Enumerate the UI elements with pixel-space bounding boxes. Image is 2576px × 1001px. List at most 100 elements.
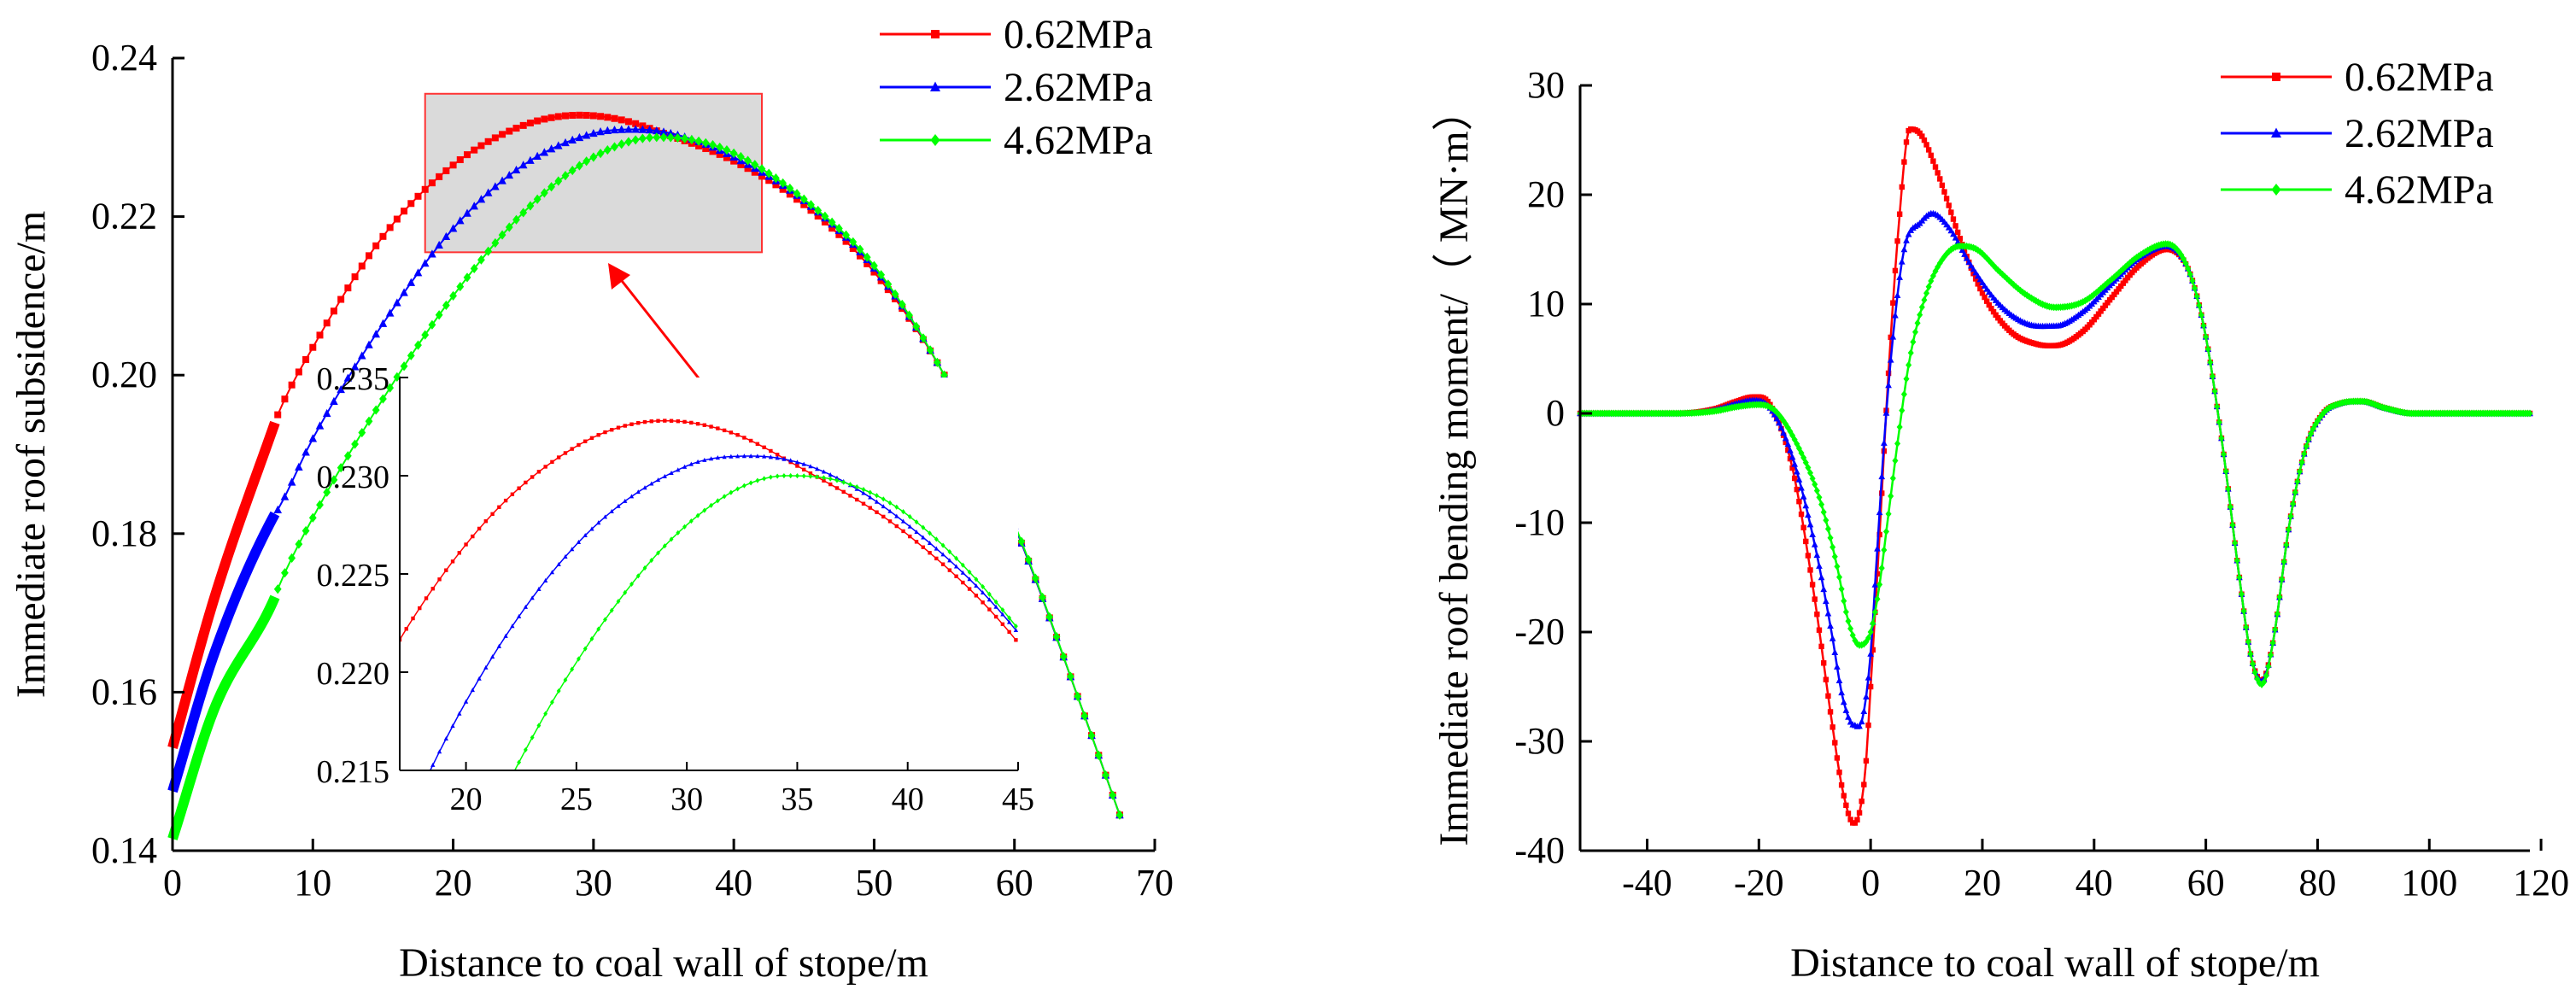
inset-point (629, 494, 635, 499)
inset-point (563, 451, 568, 455)
subsidence-point (624, 137, 633, 147)
left-legend-swatch-marker (930, 134, 940, 146)
inset-point (510, 772, 514, 777)
subsidence-point (449, 290, 457, 301)
bending-series-4.62MPa-marker (2221, 450, 2228, 459)
subsidence-point (295, 539, 303, 549)
left-legend-swatch-marker (931, 30, 940, 38)
subsidence-point (386, 224, 394, 231)
bending-series-4.62MPa-marker (2280, 558, 2287, 566)
subsidence-point (379, 394, 387, 404)
inset-point (907, 524, 912, 529)
inset-point (1007, 615, 1012, 621)
subsidence-point (400, 288, 408, 296)
bending-series-4.62MPa-marker (2087, 294, 2093, 302)
bending-series-2.62MPa-marker (1845, 713, 1852, 720)
bending-series-4.62MPa-marker (2218, 434, 2225, 442)
bending-series-0.62MPa-marker (1896, 211, 1903, 217)
subsidence-point (401, 208, 408, 215)
inset-point (954, 574, 958, 578)
bending-series-0.62MPa-marker (1979, 290, 1986, 296)
bending-series-4.62MPa (1577, 240, 2533, 688)
bending-series-2.62MPa-marker (1800, 493, 1807, 500)
bending-series-4.62MPa-marker (2138, 250, 2145, 259)
subsidence-point (1031, 573, 1039, 583)
subsidence-point (358, 427, 366, 438)
subsidence-point (526, 120, 534, 127)
inset-line (400, 419, 1016, 641)
subsidence-point (350, 362, 360, 371)
right-legend-label: 2.62MPa (2345, 111, 2494, 156)
inset-point (735, 454, 741, 459)
bending-series-4.62MPa-marker (2274, 610, 2280, 618)
inset-point (669, 419, 674, 423)
inset-point (556, 561, 561, 566)
inset-point (583, 532, 588, 538)
bending-series-4.62MPa-marker (2182, 259, 2189, 267)
bending-series-4.62MPa-marker (2167, 240, 2174, 249)
bending-series-0.62MPa-marker (1975, 281, 1981, 287)
inset-point (716, 426, 720, 430)
inset-point (788, 458, 793, 463)
bending-series-4.62MPa-marker (1896, 423, 1903, 431)
subsidence-point (435, 240, 443, 249)
right-legend-item: 0.62MPa (2221, 55, 2494, 100)
right-x-ticks: -40 -20 0 20 40 60 80 100 120 (1622, 839, 2569, 904)
subsidence-point (420, 259, 430, 267)
subsidence-point (610, 125, 619, 134)
subsidence-point (632, 120, 640, 127)
inset-point (510, 492, 515, 496)
bending-series-4.62MPa-marker (1997, 268, 2004, 277)
subsidence-point (1087, 730, 1096, 741)
bending-series-4.62MPa-marker (1820, 508, 1827, 517)
inset-point (980, 589, 986, 595)
subsidence-point (526, 155, 535, 164)
bending-series-4.62MPa-marker (2196, 301, 2203, 309)
bending-series-0.62MPa-marker (1843, 802, 1849, 809)
subsidence-point (730, 157, 738, 165)
inset-point (834, 486, 840, 490)
inset-point (788, 472, 793, 479)
inset-point (450, 723, 455, 729)
inset-point (655, 477, 661, 483)
left-legend-label: 0.62MPa (1004, 12, 1153, 57)
bending-series-4.62MPa-marker (2140, 249, 2146, 257)
bending-series-4.62MPa-marker (1900, 390, 1907, 399)
bending-series-0.62MPa-marker (1834, 755, 1841, 761)
bending-series-0.62MPa-marker (1861, 781, 1867, 787)
bending-series-4.62MPa-marker (2106, 277, 2113, 285)
bending-series-0.62MPa-marker (1874, 571, 1881, 577)
subsidence-point (561, 171, 570, 181)
bending-series-4.62MPa-marker (2142, 248, 2149, 256)
bending-series-4.62MPa-marker (2211, 387, 2218, 395)
subsidence-point (455, 216, 465, 225)
bending-series-2.62MPa-marker (1863, 693, 1870, 700)
subsidence-point (898, 299, 906, 310)
right-y-ticks: -40 -30 -20 -10 0 10 20 30 (1514, 64, 1592, 871)
bending-series-4.62MPa-marker (1841, 597, 1847, 606)
inset-point (815, 474, 820, 480)
bending-series-0.62MPa-marker (1977, 285, 1983, 292)
bending-series-4.62MPa-marker (2091, 290, 2098, 299)
inset-point (635, 573, 641, 579)
subsidence-point (596, 127, 605, 136)
bending-series-4.62MPa-marker (1975, 246, 1982, 255)
bending-series-4.62MPa-marker (2214, 402, 2221, 411)
subsidence-point (456, 155, 464, 163)
inset-point (563, 553, 568, 559)
inset-point (477, 676, 482, 681)
inset-xtick-label: 20 (450, 781, 483, 817)
subsidence-point (674, 132, 682, 143)
inset-point (868, 489, 873, 495)
inset-xtick-label: 40 (892, 781, 924, 817)
subsidence-point (308, 434, 318, 442)
bending-series-4.62MPa-marker (2178, 251, 2185, 260)
bending-series-4.62MPa-marker (1865, 634, 1872, 642)
inset-point (981, 600, 985, 605)
bending-series-4.62MPa-marker (2236, 573, 2243, 582)
bending-series-4.62MPa-marker (2198, 311, 2204, 319)
subsidence-point (1109, 790, 1117, 800)
bending-series-2.62MPa-marker (1776, 419, 1783, 426)
bending-series-4.62MPa-marker (1889, 474, 1896, 483)
inset-point (868, 495, 873, 500)
